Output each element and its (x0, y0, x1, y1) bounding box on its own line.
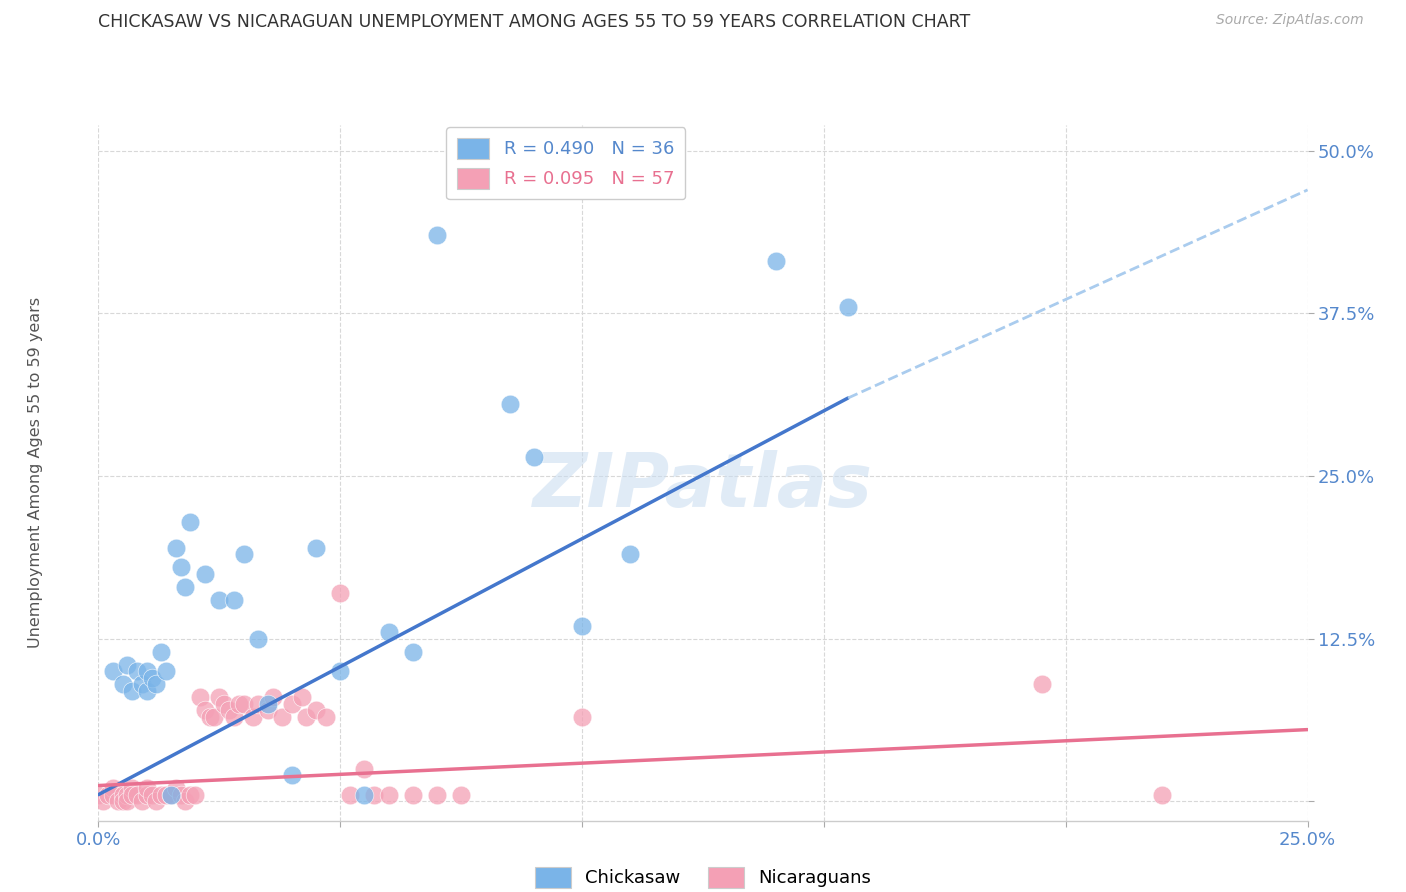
Point (208, 690, 231, 704)
Point (160, 788, 183, 802)
Point (315, 709, 337, 723)
Point (204, 709, 226, 723)
Point (377, 788, 399, 802)
Point (765, 254, 787, 268)
Point (212, 697, 235, 711)
Point (377, 625, 399, 640)
Point (179, 788, 201, 802)
Point (150, 644, 173, 658)
Point (194, 566, 217, 581)
Point (247, 697, 270, 711)
Point (165, 781, 187, 796)
Point (571, 618, 593, 632)
Point (339, 788, 361, 802)
Point (222, 709, 245, 723)
Point (262, 690, 284, 704)
Point (363, 788, 385, 802)
Point (256, 703, 278, 717)
Point (155, 788, 177, 802)
Point (141, 788, 163, 802)
Point (145, 677, 167, 691)
Point (174, 580, 197, 594)
Point (222, 592, 245, 607)
Point (228, 697, 250, 711)
Point (135, 664, 157, 678)
Point (194, 703, 217, 717)
Point (218, 703, 240, 717)
Point (305, 703, 328, 717)
Point (169, 560, 191, 574)
Point (450, 788, 472, 802)
Point (619, 547, 641, 561)
Legend: Chickasaw, Nicaraguans: Chickasaw, Nicaraguans (527, 860, 879, 892)
Point (353, 762, 375, 776)
Point (135, 683, 157, 698)
Point (121, 683, 143, 698)
Point (174, 794, 197, 808)
Point (523, 450, 546, 464)
Text: Source: ZipAtlas.com: Source: ZipAtlas.com (1216, 13, 1364, 28)
Text: ZIPatlas: ZIPatlas (533, 450, 873, 524)
Point (295, 709, 318, 723)
Point (131, 677, 153, 691)
Point (101, 781, 124, 796)
Point (242, 709, 264, 723)
Point (111, 788, 134, 802)
Point (329, 664, 352, 678)
Point (290, 690, 312, 704)
Point (184, 788, 207, 802)
Point (91, 794, 114, 808)
Point (127, 788, 149, 802)
Point (101, 788, 124, 802)
Point (145, 794, 167, 808)
Point (198, 709, 221, 723)
Point (107, 794, 129, 808)
Point (131, 794, 153, 808)
Text: CHICKASAW VS NICARAGUAN UNEMPLOYMENT AMONG AGES 55 TO 59 YEARS CORRELATION CHART: CHICKASAW VS NICARAGUAN UNEMPLOYMENT AMO… (98, 13, 970, 31)
Point (150, 788, 173, 802)
Point (426, 228, 449, 243)
Point (426, 788, 449, 802)
Point (402, 644, 425, 658)
Point (135, 788, 157, 802)
Point (498, 397, 520, 411)
Point (169, 788, 191, 802)
Point (329, 586, 352, 600)
Point (281, 697, 304, 711)
Point (165, 541, 187, 555)
Point (402, 788, 425, 802)
Point (281, 768, 304, 782)
Point (155, 664, 177, 678)
Point (87, 788, 110, 802)
Point (305, 541, 328, 555)
Point (256, 697, 278, 711)
Point (135, 781, 157, 796)
Point (121, 781, 143, 796)
Point (271, 709, 294, 723)
Point (1031, 677, 1053, 691)
Point (837, 300, 859, 314)
Point (353, 788, 375, 802)
Point (188, 690, 211, 704)
Point (117, 788, 139, 802)
Point (179, 515, 201, 529)
Point (117, 657, 139, 672)
Point (571, 709, 593, 723)
Point (97, 788, 120, 802)
Point (208, 592, 231, 607)
Point (247, 632, 270, 646)
Point (232, 547, 254, 561)
Point (127, 664, 149, 678)
Point (141, 671, 163, 685)
Point (111, 677, 134, 691)
Point (101, 664, 124, 678)
Point (232, 697, 254, 711)
Point (160, 788, 183, 802)
Point (1152, 788, 1174, 802)
Point (117, 794, 139, 808)
Text: Unemployment Among Ages 55 to 59 years: Unemployment Among Ages 55 to 59 years (28, 297, 42, 648)
Point (121, 788, 143, 802)
Point (111, 794, 134, 808)
